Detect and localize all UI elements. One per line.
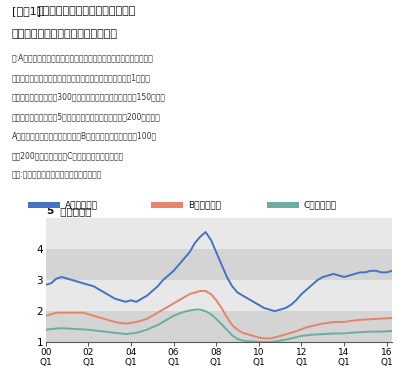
Text: Aクラスビルに該当しないビルをBクラスビル、基準階面積100坪: Aクラスビルに該当しないビルをBクラスビル、基準階面積100坪 bbox=[12, 132, 157, 141]
Text: 注:Aクラスビルは三幸エステートが設定した、建築後年数や立地、: 注:Aクラスビルは三幸エステートが設定した、建築後年数や立地、 bbox=[12, 53, 154, 62]
Text: [図表1]: [図表1] bbox=[12, 6, 45, 16]
Text: 東京都心オフィスビルの成約賃料: 東京都心オフィスビルの成約賃料 bbox=[37, 6, 136, 16]
Text: Cクラスビル: Cクラスビル bbox=[303, 200, 336, 209]
Bar bbox=[46, 249, 392, 280]
Text: Bクラスビル: Bクラスビル bbox=[188, 200, 221, 209]
Text: 5: 5 bbox=[46, 206, 53, 216]
Text: 出所:三幸エステート・ニッセイ基礎研究所: 出所:三幸エステート・ニッセイ基礎研究所 bbox=[12, 171, 102, 180]
Text: 以上200坪未満のビルをCクラスビルとしている。: 以上200坪未満のビルをCクラスビルとしている。 bbox=[12, 151, 124, 160]
Text: 万円／月坪: 万円／月坪 bbox=[57, 206, 92, 216]
Text: Aクラスビル: Aクラスビル bbox=[64, 200, 98, 209]
Text: 良ビル。エリア（都心5区等）内に立地し、基準階面積200坪以上で: 良ビル。エリア（都心5区等）内に立地し、基準階面積200坪以上で bbox=[12, 112, 161, 121]
Text: （オフィスレント・インデックス）: （オフィスレント・インデックス） bbox=[12, 29, 118, 39]
Bar bbox=[46, 311, 392, 342]
Text: 設備などのガイドライン（東京都心部で地域や延床面積（1万㎡坪: 設備などのガイドライン（東京都心部で地域や延床面積（1万㎡坪 bbox=[12, 73, 151, 82]
Text: 以上）、基準階面積（300坪以上）など）から選ばれた約150棟の優: 以上）、基準階面積（300坪以上）など）から選ばれた約150棟の優 bbox=[12, 92, 166, 102]
